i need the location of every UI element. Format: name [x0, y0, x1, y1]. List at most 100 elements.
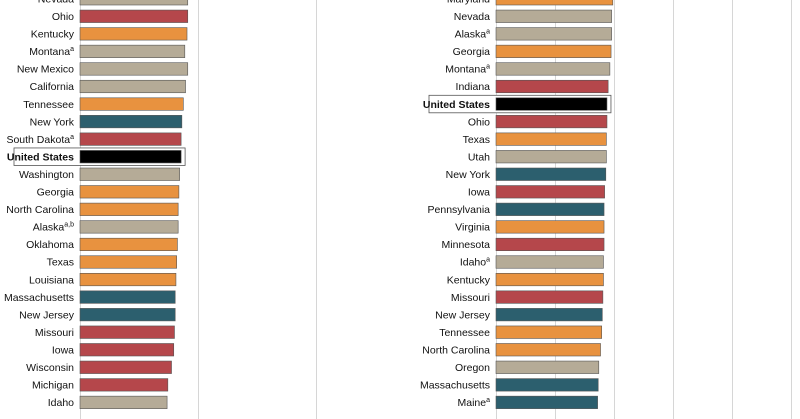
bar-left-missouri	[79, 325, 175, 339]
bar-right-indiana	[495, 79, 609, 94]
bar-left-louisiana	[79, 272, 177, 287]
label-right-montana: Montanaa	[445, 64, 490, 76]
bar-left-new-york	[79, 115, 183, 129]
label-right-utah: Utah	[468, 151, 490, 163]
label-right-ohio: Ohio	[468, 116, 490, 128]
label-left-tennessee: Tennessee	[23, 99, 74, 111]
label-right-iowa: Iowa	[468, 187, 490, 199]
label-right-tennessee: Tennessee	[439, 327, 490, 339]
bar-left-oklahoma	[79, 237, 178, 251]
bar-left-montana	[79, 44, 186, 58]
bar-left-tennessee	[79, 97, 184, 111]
label-left-new-york: New York	[30, 116, 75, 128]
bar-right-kentucky	[495, 272, 604, 287]
bar-right-tennessee	[495, 325, 603, 339]
bar-right-north-carolina	[495, 343, 601, 357]
label-left-new-mexico: New Mexico	[17, 64, 74, 76]
bar-right-new-jersey	[495, 308, 603, 322]
bar-right-nevada	[495, 9, 612, 23]
bar-right-ohio	[495, 115, 608, 129]
bar-right-alaska	[495, 27, 612, 41]
label-left-massachusetts: Massachusetts	[4, 292, 74, 304]
bar-left-michigan	[79, 378, 169, 392]
label-left-montana: Montanaa	[29, 46, 74, 58]
bar-right-maine	[495, 395, 598, 409]
bar-left-texas	[79, 255, 177, 269]
bar-right-missouri	[495, 290, 604, 304]
bar-left-massachusetts	[79, 290, 176, 304]
bar-left-south-dakota	[79, 132, 182, 146]
bar-left-north-carolina	[79, 202, 179, 216]
bar-right-united-states	[495, 97, 608, 111]
bar-right-virginia	[495, 220, 605, 234]
bar-left-united-states	[79, 150, 182, 164]
label-right-new-york: New York	[446, 169, 491, 181]
bar-right-texas	[495, 132, 607, 146]
bar-left-georgia	[79, 185, 180, 199]
label-right-maryland: Maryland	[447, 0, 490, 5]
bar-right-maryland	[495, 0, 614, 6]
bar-left-nevada	[79, 0, 189, 6]
label-right-massachusetts: Massachusetts	[420, 380, 490, 392]
chart-panel-left: Nevada Ohio Kentucky Montanaa New Mexico Cali…	[4, 0, 317, 419]
bar-left-alaska	[79, 220, 179, 234]
label-right-nevada: Nevada	[454, 11, 490, 23]
bar-left-idaho	[79, 395, 168, 409]
label-right-idaho: Idahoa	[460, 257, 490, 269]
bar-right-montana	[495, 62, 611, 76]
label-left-iowa: Iowa	[52, 344, 74, 356]
bar-right-new-york	[495, 167, 607, 181]
label-left-texas: Texas	[47, 257, 74, 269]
label-left-alaska: Alaskaa,b	[33, 222, 74, 234]
bar-right-pennsylvania	[495, 202, 605, 216]
label-left-south-dakota: South Dakotaa	[6, 134, 74, 146]
label-right-texas: Texas	[463, 134, 490, 146]
bar-right-georgia	[495, 44, 612, 58]
bar-left-kentucky	[79, 27, 188, 41]
label-left-missouri: Missouri	[35, 327, 74, 339]
label-left-georgia: Georgia	[37, 187, 75, 199]
label-left-washington: Washington	[19, 169, 74, 181]
bar-left-california	[79, 79, 186, 94]
bar-chart-right: Maryland Nevada Alaskaa Georgia Montanaa Indi…	[420, 0, 792, 419]
label-right-virginia: Virginia	[455, 222, 490, 234]
bar-left-wisconsin	[79, 360, 172, 374]
bar-right-minnesota	[495, 237, 605, 251]
label-right-pennsylvania: Pennsylvania	[428, 204, 491, 216]
label-left-kentucky: Kentucky	[31, 29, 75, 41]
label-left-idaho: Idaho	[48, 397, 74, 409]
label-right-georgia: Georgia	[453, 46, 491, 58]
label-left-united-states: United States	[7, 151, 74, 163]
bar-right-utah	[495, 150, 607, 164]
bar-left-new-mexico	[79, 62, 189, 76]
label-left-nevada: Nevada	[38, 0, 74, 5]
label-right-kentucky: Kentucky	[447, 274, 491, 286]
bar-right-iowa	[495, 185, 605, 199]
label-left-michigan: Michigan	[32, 380, 74, 392]
bar-left-iowa	[79, 343, 175, 357]
label-left-ohio: Ohio	[52, 11, 74, 23]
label-right-indiana: Indiana	[456, 81, 491, 93]
label-right-missouri: Missouri	[451, 292, 490, 304]
bar-right-idaho	[495, 255, 604, 269]
chart-panel-right: Maryland Nevada Alaskaa Georgia Montanaa Indi…	[400, 0, 800, 419]
bar-right-oregon	[495, 360, 600, 374]
bar-right-massachusetts	[495, 378, 599, 392]
label-right-north-carolina: North Carolina	[422, 344, 490, 356]
bar-left-washington	[79, 167, 180, 181]
label-right-united-states: United States	[423, 99, 490, 111]
bar-chart-left: Nevada Ohio Kentucky Montanaa New Mexico Cali…	[4, 0, 317, 419]
label-right-minnesota: Minnesota	[442, 239, 491, 251]
label-left-oklahoma: Oklahoma	[26, 239, 74, 251]
label-left-louisiana: Louisiana	[29, 274, 74, 286]
label-right-maine: Mainea	[457, 397, 490, 409]
label-left-wisconsin: Wisconsin	[26, 362, 74, 374]
label-right-new-jersey: New Jersey	[435, 309, 491, 321]
bar-left-ohio	[79, 9, 189, 23]
label-left-california: California	[30, 81, 75, 93]
bar-left-new-jersey	[79, 308, 176, 322]
label-right-alaska: Alaskaa	[455, 29, 491, 41]
label-right-oregon: Oregon	[455, 362, 490, 374]
label-left-new-jersey: New Jersey	[19, 309, 75, 321]
label-left-north-carolina: North Carolina	[6, 204, 74, 216]
